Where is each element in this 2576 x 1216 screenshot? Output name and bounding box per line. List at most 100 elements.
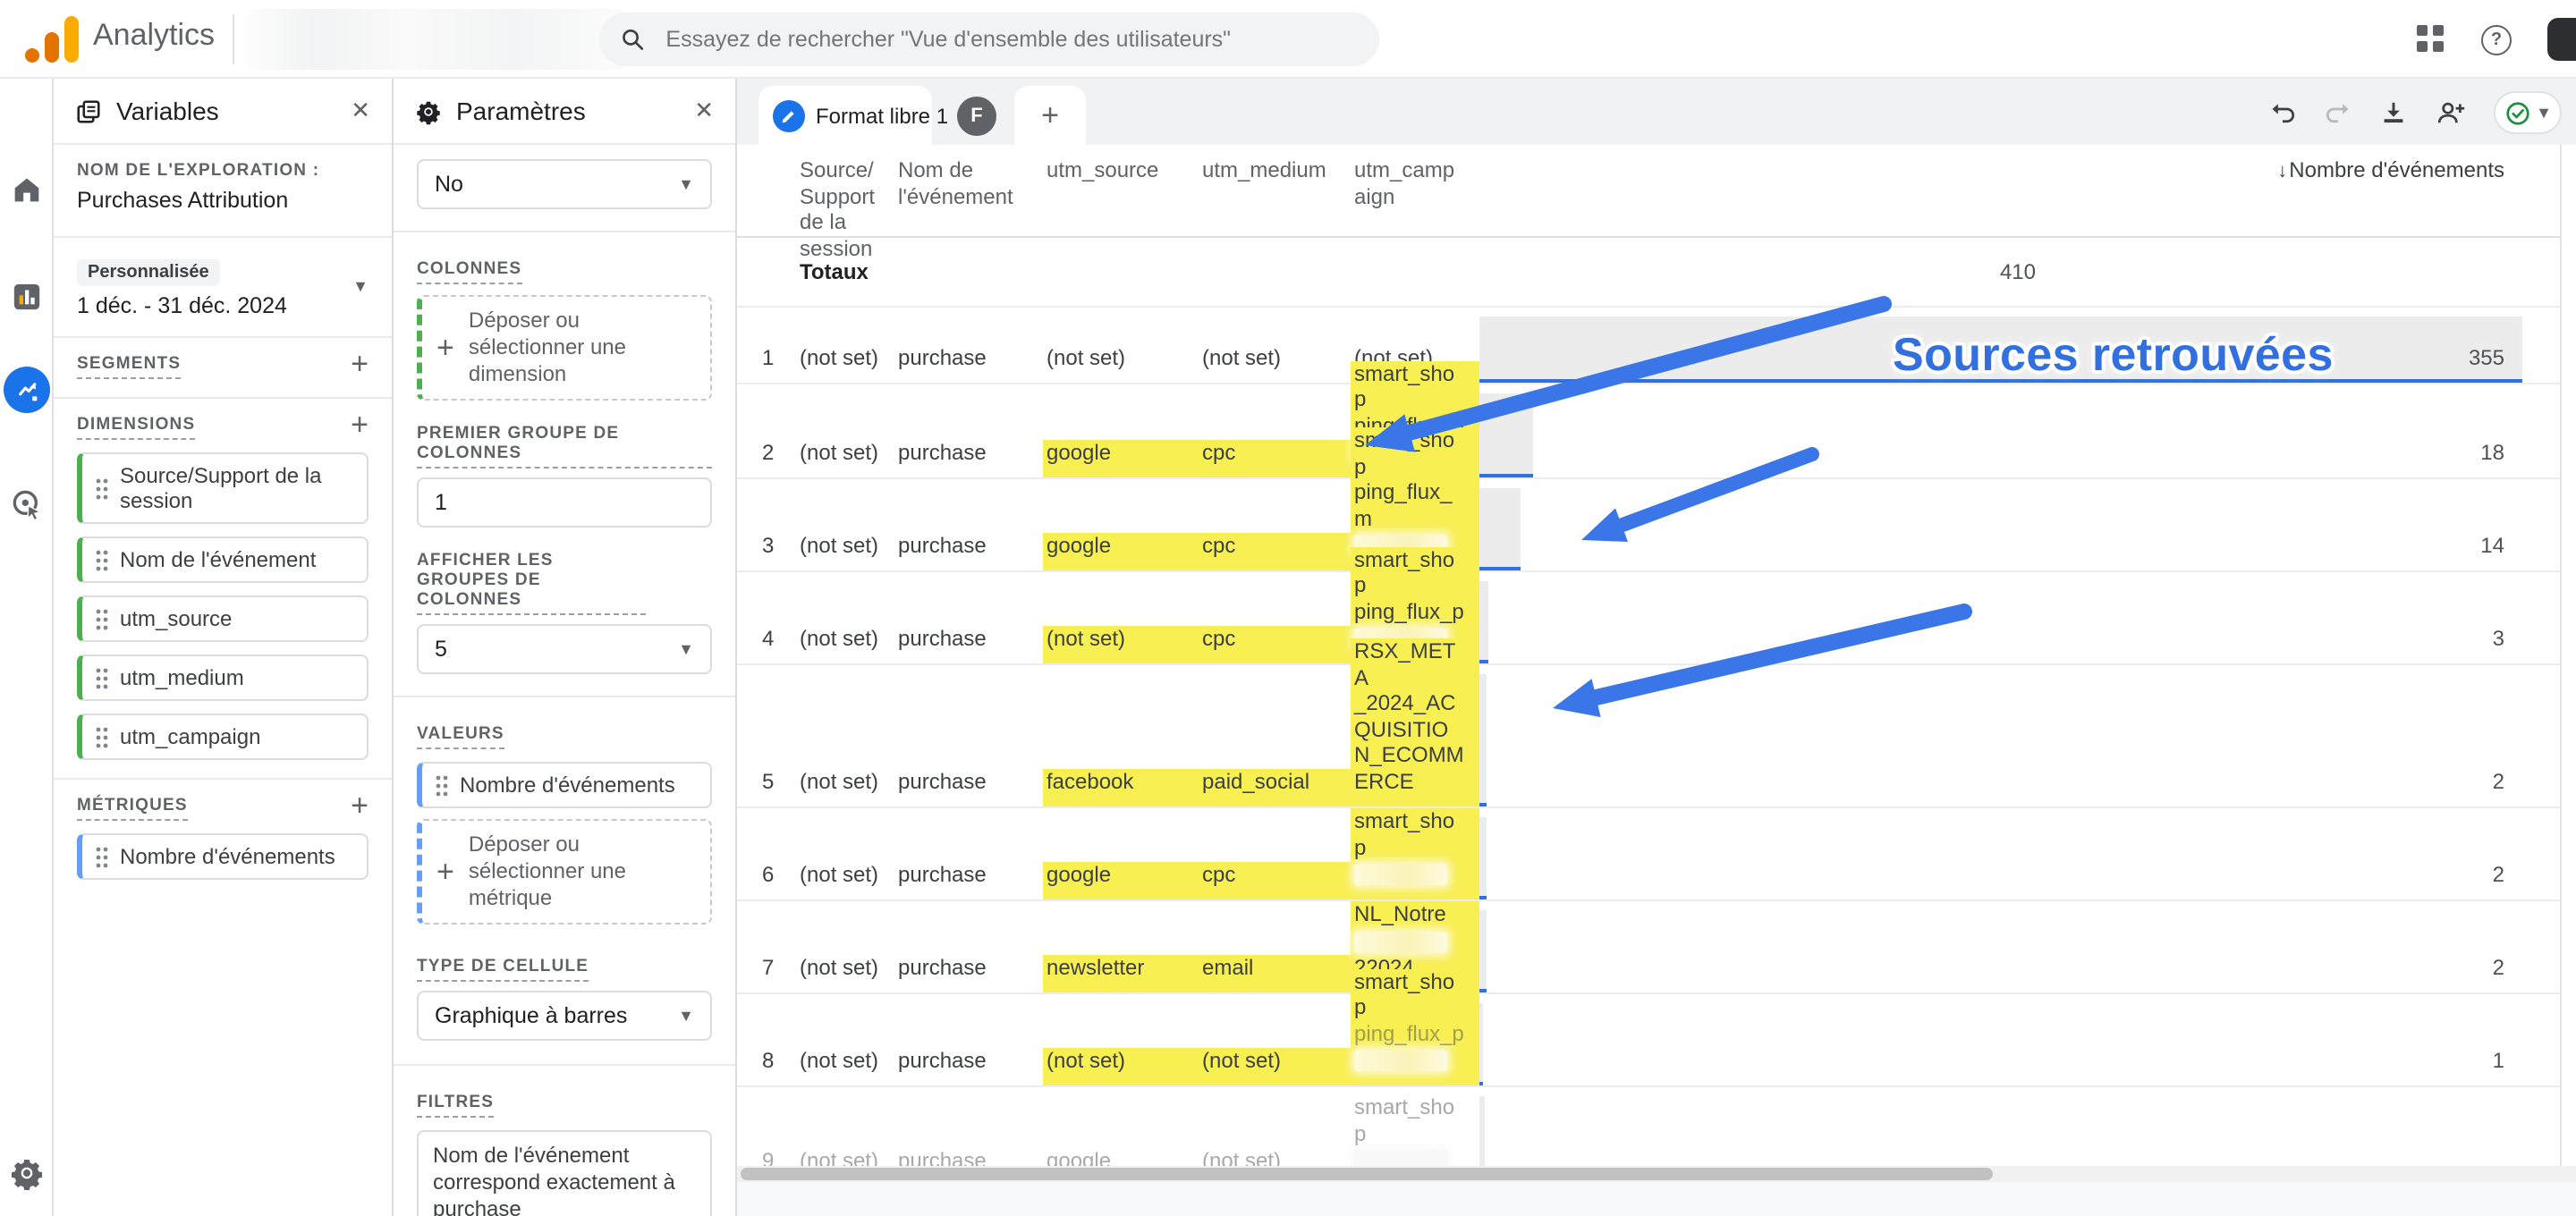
help-icon[interactable]: ? xyxy=(2481,24,2512,55)
table-row[interactable]: 5 (not set) purchase facebook paid_social RSX… xyxy=(737,638,2576,808)
search-input[interactable] xyxy=(662,25,1358,54)
dimension-chip[interactable]: utm_medium xyxy=(77,654,369,701)
event-count-cell: 1 xyxy=(1479,994,2535,1085)
chip-label: Nombre d'événements xyxy=(460,773,675,798)
table-row[interactable]: 4 (not set) purchase (not set) cpc smart_shop… xyxy=(737,546,2576,665)
filter-chip[interactable]: Nom de l'événement correspond exactement… xyxy=(417,1130,712,1216)
close-settings-icon[interactable]: ✕ xyxy=(694,97,714,123)
table-header-row: Source/Support de la session Nom de l'év… xyxy=(737,145,2576,260)
dimension-chip[interactable]: utm_campaign xyxy=(77,714,369,760)
analytics-logo-icon[interactable] xyxy=(25,15,79,62)
table-cell: (not set) xyxy=(800,1047,879,1072)
col-header-utm-medium[interactable]: utm_medium xyxy=(1202,157,1326,182)
cell-type-select[interactable]: Graphique à barres ▼ xyxy=(417,991,712,1041)
add-segment-button[interactable]: + xyxy=(351,347,369,381)
table-cell: (not set) xyxy=(1043,625,1199,663)
redacted-text-patch xyxy=(1354,864,1447,885)
table-cell: purchase xyxy=(898,1147,987,1166)
event-count-cell: 3 xyxy=(1479,572,2535,663)
plus-icon: + xyxy=(436,854,454,888)
saved-status-button[interactable]: ▼ xyxy=(2494,91,2562,134)
drag-handle-icon xyxy=(436,774,448,796)
undo-icon[interactable] xyxy=(2268,98,2297,127)
reports-icon[interactable] xyxy=(9,279,45,315)
table-cell: (not set) xyxy=(800,532,879,557)
vertical-scrollbar[interactable] xyxy=(2560,145,2576,1166)
search-bar[interactable] xyxy=(599,13,1379,66)
event-count-cell: 2 xyxy=(1479,808,2535,899)
apps-grid-icon[interactable] xyxy=(2417,25,2445,54)
value-metric-chip[interactable]: Nombre d'événements xyxy=(417,762,712,808)
add-metric-button[interactable]: + xyxy=(351,789,369,823)
download-icon[interactable] xyxy=(2379,98,2408,127)
totals-row[interactable]: Totaux 410 xyxy=(737,238,2576,308)
drag-handle-icon xyxy=(96,846,108,867)
search-icon xyxy=(623,29,644,50)
filter-chip-list: Nom de l'événement correspond exactement… xyxy=(417,1130,712,1216)
new-tab-button[interactable]: + xyxy=(1014,86,1086,145)
table-cell: google xyxy=(1043,861,1199,899)
dimension-chip[interactable]: Source/Support de la session xyxy=(77,452,369,524)
event-count-cell: 14 xyxy=(1479,479,2535,570)
redo-icon[interactable] xyxy=(2324,98,2352,127)
advertising-icon[interactable] xyxy=(9,486,45,522)
table-row[interactable]: 9 (not set) purchase google (not set) smart_s… xyxy=(737,1087,2576,1166)
table-cell: (not set) xyxy=(800,344,879,369)
col-header-utm-campaign[interactable]: utm_campaign xyxy=(1354,157,1455,208)
show-col-groups-label: AFFICHER LES GROUPES DE COLONNES xyxy=(417,551,646,615)
col-header-event-count[interactable]: ↓ Nombre d'événements xyxy=(2277,157,2504,182)
settings-title: Paramètres xyxy=(456,97,586,125)
col-header-event-name[interactable]: Nom de l'événement xyxy=(898,157,1013,208)
table-cell: newsletter xyxy=(1043,954,1199,992)
tab-format-libre[interactable]: Format libre 1 ▼ xyxy=(758,86,975,145)
value-metric-slot: Nombre d'événements xyxy=(417,762,712,808)
share-user-icon[interactable] xyxy=(2435,98,2467,127)
table-row[interactable]: 3 (not set) purchase google cpc smart_shop pin… xyxy=(737,427,2576,572)
event-count-cell: 2 xyxy=(1479,665,2535,806)
table-body: 1 (not set) purchase (not set) (not set) (not… xyxy=(737,308,2576,1166)
drop-metric-zone[interactable]: + Déposer ou sélectionner une métrique xyxy=(417,819,712,925)
redacted-text-patch xyxy=(1354,1150,1447,1166)
exploration-canvas: Format libre 1 ▼ F + ▼ Source/Support de… xyxy=(737,79,2576,1216)
col-header-utm-source[interactable]: utm_source xyxy=(1046,157,1159,182)
table-cell: (not set) xyxy=(1199,1047,1351,1085)
explore-icon-active[interactable] xyxy=(4,367,50,413)
close-variables-icon[interactable]: ✕ xyxy=(351,97,370,123)
table-cell: purchase xyxy=(898,768,987,793)
user-avatar[interactable] xyxy=(2547,18,2576,61)
logo-dot xyxy=(25,47,39,62)
dimension-chip[interactable]: Nom de l'événement xyxy=(77,536,369,583)
exploration-name-label: NOM DE L'EXPLORATION : xyxy=(77,161,320,181)
table-row[interactable]: 7 (not set) purchase newsletter email NL_Notr… xyxy=(737,901,2576,994)
account-selector-redacted[interactable] xyxy=(245,8,631,69)
table-cell: paid_social xyxy=(1199,768,1351,806)
collaborator-avatar[interactable]: F xyxy=(957,97,996,136)
exploration-name-value[interactable]: Purchases Attribution xyxy=(77,188,289,213)
metrics-label: MÉTRIQUES xyxy=(77,796,188,821)
nesting-select[interactable]: No ▼ xyxy=(417,159,712,209)
table-cell: purchase xyxy=(898,1047,987,1072)
admin-gear-icon[interactable] xyxy=(9,1155,45,1191)
add-dimension-button[interactable]: + xyxy=(351,408,369,442)
dimensions-label: DIMENSIONS xyxy=(77,415,196,440)
event-count-value: 14 xyxy=(2480,533,2504,558)
table-row[interactable]: 6 (not set) purchase google cpc smart_shop 2 xyxy=(737,808,2576,901)
date-range-value[interactable]: 1 déc. - 31 déc. 2024 xyxy=(77,293,287,318)
col-header-source-support[interactable]: Source/Support de la session xyxy=(800,157,876,260)
table-row[interactable]: 8 (not set) purchase (not set) (not set) smar… xyxy=(737,968,2576,1087)
first-col-group-input[interactable]: 1 xyxy=(417,477,712,528)
drag-handle-icon xyxy=(96,549,108,570)
show-col-groups-select[interactable]: 5 ▼ xyxy=(417,624,712,674)
bar-chart-cell-bar xyxy=(1479,674,1487,806)
horizontal-scrollbar[interactable] xyxy=(737,1166,2576,1182)
horizontal-scrollbar-thumb[interactable] xyxy=(741,1168,1993,1180)
home-icon[interactable] xyxy=(9,172,45,207)
table-row[interactable]: 2 (not set) purchase google cpc smart_shop pin… xyxy=(737,360,2576,479)
totals-label: Totaux xyxy=(800,258,869,284)
date-caret-icon[interactable]: ▼ xyxy=(352,277,369,295)
drop-dimension-zone[interactable]: + Déposer ou sélectionner une dimension xyxy=(417,295,712,401)
dimension-chip[interactable]: utm_source xyxy=(77,595,369,642)
table-cell: cpc xyxy=(1199,861,1351,899)
annotation-sources-retrouvees: Sources retrouvées xyxy=(1893,327,2334,381)
metric-chip[interactable]: Nombre d'événements xyxy=(77,833,369,880)
